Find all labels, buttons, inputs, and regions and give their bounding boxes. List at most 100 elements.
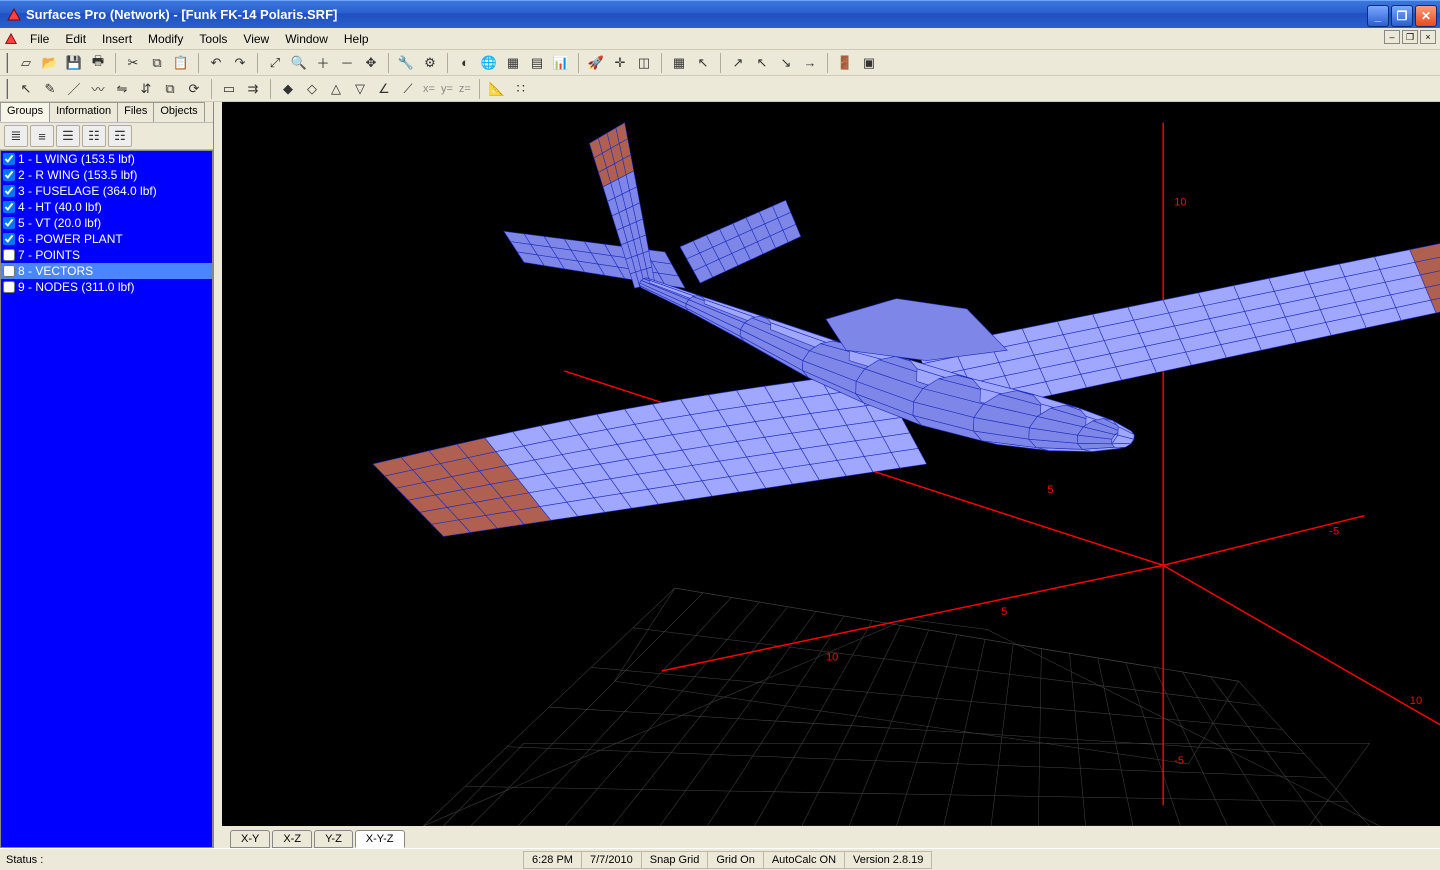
print-icon[interactable]: 🖶 [87,52,109,74]
node-c-icon[interactable]: △ [325,78,347,100]
viewport-3d[interactable]: 10-55-551010-15 [222,102,1440,826]
zoom-in-icon[interactable]: ＋ [312,52,334,74]
new-file-icon[interactable]: ▱ [15,52,37,74]
pointer-icon[interactable]: ↖ [15,78,37,100]
tree-checkbox[interactable] [3,185,15,197]
chart-icon[interactable]: 📊 [550,52,572,74]
splitter[interactable] [214,102,222,848]
snap-icon[interactable]: ∷ [510,78,532,100]
pan-icon[interactable]: ✥ [360,52,382,74]
cube-icon[interactable]: ◫ [633,52,655,74]
side-tab-information[interactable]: Information [49,102,118,122]
menu-help[interactable]: Help [336,30,377,48]
close-button[interactable]: ✕ [1415,5,1437,27]
view-tab-x-y-z[interactable]: X-Y-Z [355,830,405,848]
mdi-restore-button[interactable]: ❐ [1402,30,1418,44]
window-icon[interactable]: ▣ [858,52,880,74]
layers3-icon[interactable]: ☶ [108,125,132,147]
cursor-mode-icon[interactable]: ↖ [692,52,714,74]
node-a-icon[interactable]: ◆ [277,78,299,100]
tree-item[interactable]: 5 - VT (20.0 lbf) [1,215,212,231]
tree-item[interactable]: 7 - POINTS [1,247,212,263]
menu-modify[interactable]: Modify [140,30,191,48]
maximize-button[interactable]: ❐ [1391,5,1413,27]
tree-item[interactable]: 3 - FUSELAGE (364.0 lbf) [1,183,212,199]
side-tab-groups[interactable]: Groups [0,102,50,122]
tree-item[interactable]: 9 - NODES (311.0 lbf) [1,279,212,295]
mirror-icon[interactable]: ⧉ [159,78,181,100]
line-icon[interactable]: ／ [63,78,85,100]
tree-item[interactable]: 8 - VECTORS [1,263,212,279]
menu-insert[interactable]: Insert [94,30,140,48]
zoom-extents-icon[interactable]: ⤢ [264,52,286,74]
arrow-ne-icon[interactable]: ↗ [727,52,749,74]
minimize-button[interactable]: _ [1367,5,1389,27]
paste-icon[interactable]: 📋 [170,52,192,74]
save-icon[interactable]: 💾 [63,52,85,74]
grid-toggle-icon[interactable]: ▦ [668,52,690,74]
layers2-icon[interactable]: ☷ [82,125,106,147]
tree-item[interactable]: 6 - POWER PLANT [1,231,212,247]
node-b-icon[interactable]: ◇ [301,78,323,100]
undo-icon[interactable]: ↶ [205,52,227,74]
view-tab-x-z[interactable]: X-Z [272,830,312,848]
tree-checkbox[interactable] [3,153,15,165]
pencil-icon[interactable]: ✎ [39,78,61,100]
door-icon[interactable]: 🚪 [834,52,856,74]
calc-icon[interactable]: ▦ [502,52,524,74]
status-snap[interactable]: Snap Grid [641,851,709,869]
mdi-minimize-button[interactable]: – [1384,30,1400,44]
wrench-icon[interactable]: 🔧 [395,52,417,74]
mdi-close-button[interactable]: × [1420,30,1436,44]
toolbar-grip[interactable] [6,79,10,99]
redo-icon[interactable]: ↷ [229,52,251,74]
tree-item[interactable]: 1 - L WING (153.5 lbf) [1,151,212,167]
groups-tree[interactable]: 1 - L WING (153.5 lbf)2 - R WING (153.5 … [0,150,213,848]
tree-checkbox[interactable] [3,201,15,213]
status-autocalc[interactable]: AutoCalc ON [763,851,845,869]
tree-checkbox[interactable] [3,169,15,181]
arrows-right-icon[interactable]: ⇉ [242,78,264,100]
open-icon[interactable]: 📂 [39,52,61,74]
tree-checkbox[interactable] [3,233,15,245]
gear-icon[interactable]: ⚙ [419,52,441,74]
arrow-se-icon[interactable]: ↘ [775,52,797,74]
menu-edit[interactable]: Edit [57,30,94,48]
side-tab-files[interactable]: Files [117,102,154,122]
menu-file[interactable]: File [22,30,57,48]
view-tab-y-z[interactable]: Y-Z [314,830,353,848]
menu-tools[interactable]: Tools [191,30,235,48]
zoom-out-icon[interactable]: － [336,52,358,74]
rotate-icon[interactable]: ⟳ [183,78,205,100]
ruler-icon[interactable]: 📐 [486,78,508,100]
arrow-e-icon[interactable]: → [799,52,821,74]
copy-icon[interactable]: ⧉ [146,52,168,74]
list-add-icon[interactable]: ≣ [4,125,28,147]
view-tab-x-y[interactable]: X-Y [230,830,270,848]
side-tab-objects[interactable]: Objects [153,102,204,122]
globe-icon[interactable]: 🌐 [478,52,500,74]
node-d-icon[interactable]: ▽ [349,78,371,100]
menu-view[interactable]: View [235,30,277,48]
layers-icon[interactable]: ☰ [56,125,80,147]
tree-checkbox[interactable] [3,249,15,261]
arrow-nw-icon[interactable]: ↖ [751,52,773,74]
status-grid[interactable]: Grid On [707,851,764,869]
sword-icon[interactable]: ⟋ [397,78,419,100]
polyline-icon[interactable]: 〰 [87,78,109,100]
menu-window[interactable]: Window [277,30,336,48]
rocket-icon[interactable]: 🚀 [585,52,607,74]
tree-checkbox[interactable] [3,265,15,277]
list-remove-icon[interactable]: ≡ [30,125,54,147]
angled-icon[interactable]: ∠ [373,78,395,100]
flip-h-icon[interactable]: ⇋ [111,78,133,100]
axes-icon[interactable]: ✛ [609,52,631,74]
flip-v-icon[interactable]: ⇵ [135,78,157,100]
box-icon[interactable]: ▭ [218,78,240,100]
tree-item[interactable]: 2 - R WING (153.5 lbf) [1,167,212,183]
cut-icon[interactable]: ✂ [122,52,144,74]
toolbar-grip[interactable] [6,53,10,73]
light-icon[interactable]: ◐ [454,52,476,74]
tree-checkbox[interactable] [3,217,15,229]
zoom-window-icon[interactable]: 🔍 [288,52,310,74]
